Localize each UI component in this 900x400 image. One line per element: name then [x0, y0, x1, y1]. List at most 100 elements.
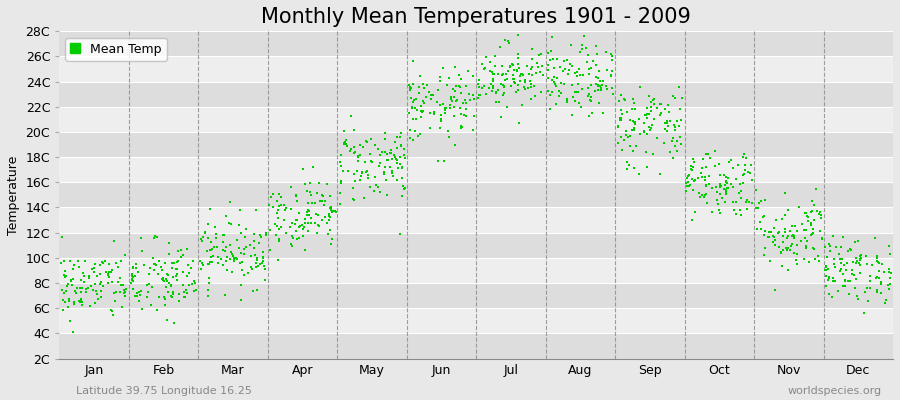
Point — [290, 217, 304, 223]
Point — [152, 258, 166, 264]
Point — [819, 267, 833, 273]
Point — [323, 204, 338, 210]
Point — [270, 223, 284, 230]
Point — [350, 158, 365, 164]
Point — [588, 88, 602, 94]
Point — [428, 108, 442, 115]
Point — [686, 156, 700, 162]
Point — [194, 258, 208, 264]
Point — [401, 82, 416, 88]
Point — [650, 134, 664, 141]
Point — [767, 225, 781, 231]
Point — [526, 64, 540, 70]
Bar — [59, 333, 893, 358]
Point — [406, 99, 420, 106]
Point — [117, 290, 131, 296]
Point — [835, 271, 850, 278]
Point — [334, 179, 348, 186]
Point — [247, 244, 261, 251]
Point — [721, 174, 735, 181]
Point — [87, 300, 102, 306]
Text: Latitude 39.75 Longitude 16.25: Latitude 39.75 Longitude 16.25 — [76, 386, 252, 396]
Point — [560, 57, 574, 64]
Point — [485, 82, 500, 89]
Point — [255, 259, 269, 266]
Point — [785, 223, 799, 229]
Point — [295, 226, 310, 232]
Point — [292, 223, 307, 229]
Point — [518, 86, 533, 92]
Point — [158, 294, 172, 300]
Point — [672, 122, 687, 129]
Point — [818, 267, 832, 273]
Point — [547, 74, 562, 80]
Point — [620, 159, 634, 165]
Point — [295, 166, 310, 172]
Point — [408, 128, 422, 134]
Point — [290, 198, 304, 205]
Point — [310, 230, 324, 236]
Point — [446, 94, 461, 101]
Point — [471, 95, 485, 102]
Point — [409, 116, 423, 122]
Point — [757, 232, 771, 238]
Point — [356, 144, 370, 150]
Point — [288, 228, 302, 234]
Point — [433, 78, 447, 84]
Point — [854, 252, 868, 258]
Point — [642, 93, 656, 100]
Point — [380, 150, 394, 157]
Point — [680, 188, 694, 194]
Point — [510, 55, 525, 62]
Point — [707, 148, 722, 154]
Point — [455, 100, 470, 106]
Point — [713, 181, 727, 187]
Point — [161, 289, 176, 295]
Point — [353, 142, 367, 148]
Point — [834, 244, 849, 251]
Point — [134, 234, 148, 241]
Point — [804, 209, 818, 215]
Point — [259, 232, 274, 239]
Point — [334, 152, 348, 158]
Point — [488, 53, 502, 60]
Point — [563, 60, 578, 67]
Point — [626, 119, 641, 126]
Point — [489, 98, 503, 105]
Point — [614, 92, 628, 98]
Point — [818, 283, 832, 289]
Point — [660, 117, 674, 124]
Point — [465, 127, 480, 133]
Point — [884, 270, 898, 277]
Point — [202, 247, 217, 253]
Point — [130, 269, 145, 276]
Point — [461, 68, 475, 74]
Point — [202, 280, 216, 286]
Point — [626, 147, 640, 154]
Point — [272, 235, 286, 242]
Point — [233, 260, 248, 266]
Point — [811, 253, 825, 259]
Point — [787, 232, 801, 238]
Point — [210, 244, 224, 250]
Point — [346, 127, 361, 133]
Point — [508, 79, 523, 86]
Point — [708, 184, 723, 190]
Point — [227, 258, 241, 265]
Point — [645, 151, 660, 157]
Point — [768, 242, 782, 248]
Point — [683, 181, 698, 188]
Point — [731, 162, 745, 168]
Point — [626, 127, 641, 133]
Point — [454, 125, 468, 132]
Point — [180, 289, 194, 296]
Point — [879, 296, 894, 303]
Point — [410, 107, 424, 113]
Point — [124, 280, 139, 286]
Point — [230, 255, 244, 262]
Point — [57, 271, 71, 278]
Point — [103, 274, 117, 280]
Point — [324, 205, 338, 212]
Point — [869, 257, 884, 264]
Point — [452, 83, 466, 90]
